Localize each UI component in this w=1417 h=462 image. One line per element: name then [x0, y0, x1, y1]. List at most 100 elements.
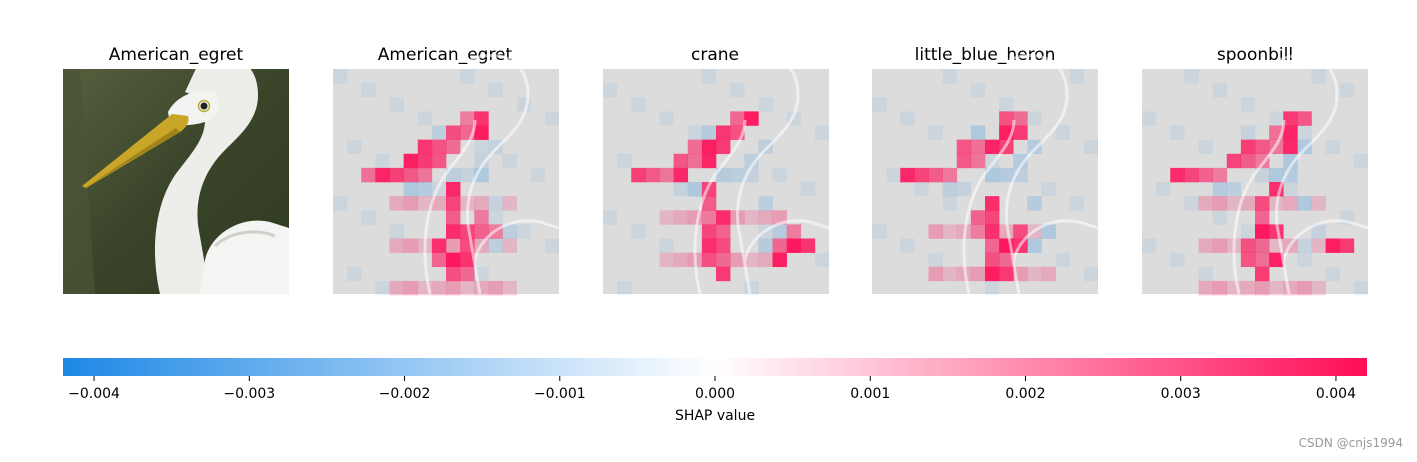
shap-cell	[431, 196, 447, 211]
shap-cell	[716, 238, 731, 253]
shap-cell	[1283, 125, 1298, 140]
shap-cell	[872, 224, 887, 239]
shap-cell	[1212, 83, 1228, 98]
shap-cell	[403, 167, 419, 183]
panel-title-american-egret: American_egret	[378, 45, 513, 65]
shap-cell	[701, 252, 717, 268]
shap-cell	[488, 196, 503, 211]
shap-cell	[1283, 196, 1298, 211]
shap-cell	[1255, 238, 1270, 253]
shap-cell	[502, 153, 517, 169]
shap-cell	[1013, 224, 1028, 239]
shap-cell	[701, 125, 717, 140]
colorbar-tick-label: −0.002	[379, 386, 431, 402]
shap-cell	[659, 167, 674, 183]
shap-cell	[361, 210, 376, 225]
shap-cell	[744, 252, 759, 268]
shap-cell	[1027, 111, 1042, 126]
shap-cell	[744, 280, 759, 296]
shap-cell	[1170, 125, 1185, 140]
shap-cell	[544, 111, 560, 126]
shap-cell	[1226, 196, 1242, 211]
shap-cell	[1055, 252, 1071, 268]
shap-cell	[389, 196, 404, 211]
colorbar-tick-label: −0.003	[223, 386, 275, 402]
shap-cell	[1240, 139, 1256, 155]
shap-cell	[361, 167, 376, 183]
shap-cell	[673, 210, 689, 225]
shap-cell	[1297, 196, 1312, 211]
shap-cell	[701, 69, 717, 84]
shap-cell	[956, 153, 972, 169]
shap-cell	[1297, 139, 1312, 155]
shap-cell	[1226, 182, 1242, 197]
shap-cell	[446, 139, 461, 155]
shap-cell	[1283, 153, 1298, 169]
shap-cell	[744, 210, 759, 225]
shap-cell	[1353, 280, 1369, 296]
shap-cell	[375, 167, 390, 183]
shap-cell	[1027, 196, 1042, 211]
shap-cell	[800, 238, 816, 253]
shap-cell	[687, 182, 703, 197]
shap-cell	[1240, 224, 1256, 239]
shap-cell	[1212, 210, 1228, 225]
shap-cell	[431, 153, 447, 169]
shap-cell	[446, 238, 461, 253]
shap-cell	[1311, 280, 1326, 296]
shap-cell	[544, 238, 560, 253]
shap-cell	[460, 252, 475, 268]
shap-cell	[460, 111, 475, 126]
watermark: CSDN @cnjs1994	[1298, 436, 1403, 450]
shap-cell	[1325, 139, 1341, 155]
shap-cell	[772, 167, 787, 183]
shap-cell	[1240, 196, 1256, 211]
shap-cell	[928, 224, 943, 239]
shap-cell	[985, 252, 1000, 268]
shap-cell	[772, 224, 787, 239]
panel-title-original: American_egret	[109, 45, 244, 65]
shap-cell	[1255, 224, 1270, 239]
shap-cell	[1325, 266, 1341, 282]
shap-cell	[1226, 153, 1242, 169]
shap-cell	[1013, 125, 1028, 140]
shap-cell	[474, 210, 489, 225]
shap-cell	[1198, 266, 1213, 282]
shap-cell	[730, 252, 745, 268]
shap-cell	[446, 182, 461, 197]
shap-cell	[1041, 224, 1056, 239]
shap-cell	[985, 139, 1000, 155]
shap-cell	[1013, 153, 1028, 169]
shap-cell	[1283, 139, 1298, 155]
panel-title-spoonbill: spoonbill	[1217, 45, 1293, 65]
shap-cell	[1212, 238, 1228, 253]
shap-cell	[999, 252, 1014, 268]
shap-cell	[1055, 125, 1071, 140]
shap-cell	[999, 97, 1014, 112]
shap-panel-little-blue-heron	[872, 54, 1099, 296]
shap-cell	[900, 111, 915, 126]
shap-cell	[1142, 111, 1157, 126]
shap-cell	[1027, 238, 1042, 253]
shap-cell	[417, 153, 433, 169]
shap-cell	[1269, 111, 1284, 126]
shap-cell	[1339, 83, 1355, 98]
shap-cell	[530, 167, 546, 183]
shap-cell	[1297, 252, 1312, 268]
shap-cell	[446, 224, 461, 239]
shap-cell	[1325, 238, 1341, 253]
shap-cell	[985, 238, 1000, 253]
shap-cell	[716, 224, 731, 239]
shap-cell	[1198, 280, 1213, 296]
shap-cell	[985, 266, 1000, 282]
shap-cell	[488, 238, 503, 253]
shap-cell	[1255, 196, 1270, 211]
shap-cell	[474, 111, 489, 126]
shap-cell	[928, 266, 943, 282]
shap-cell	[744, 153, 759, 169]
shap-cell	[502, 280, 517, 296]
shap-cell	[1212, 196, 1228, 211]
shap-cell	[716, 125, 731, 140]
panel-title-crane: crane	[691, 45, 739, 65]
shap-cell	[942, 266, 958, 282]
